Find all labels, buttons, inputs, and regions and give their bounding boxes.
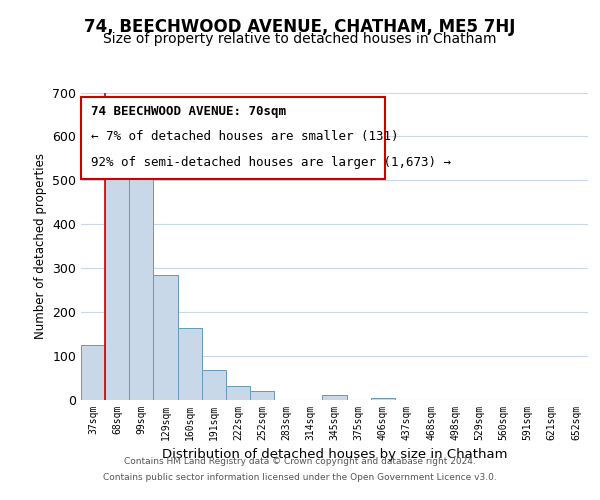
Bar [81,345,105,400]
X-axis label: Distribution of detached houses by size in Chatham: Distribution of detached houses by size … [162,448,507,462]
Bar [178,328,202,400]
Y-axis label: Number of detached properties: Number of detached properties [34,153,47,339]
Bar [105,154,129,400]
Bar [129,156,154,400]
Bar [322,394,347,400]
Text: Size of property relative to detached houses in Chatham: Size of property relative to detached ho… [103,32,497,46]
FancyBboxPatch shape [81,97,385,178]
Bar [250,391,274,400]
Text: Contains HM Land Registry data © Crown copyright and database right 2024.: Contains HM Land Registry data © Crown c… [124,458,476,466]
Bar [202,370,226,400]
Bar [226,386,250,400]
Text: 74, BEECHWOOD AVENUE, CHATHAM, ME5 7HJ: 74, BEECHWOOD AVENUE, CHATHAM, ME5 7HJ [85,18,515,36]
Bar [154,275,178,400]
Text: 74 BEECHWOOD AVENUE: 70sqm: 74 BEECHWOOD AVENUE: 70sqm [91,105,286,118]
Bar [371,398,395,400]
Text: ← 7% of detached houses are smaller (131): ← 7% of detached houses are smaller (131… [91,130,398,143]
Text: 92% of semi-detached houses are larger (1,673) →: 92% of semi-detached houses are larger (… [91,156,451,169]
Text: Contains public sector information licensed under the Open Government Licence v3: Contains public sector information licen… [103,472,497,482]
